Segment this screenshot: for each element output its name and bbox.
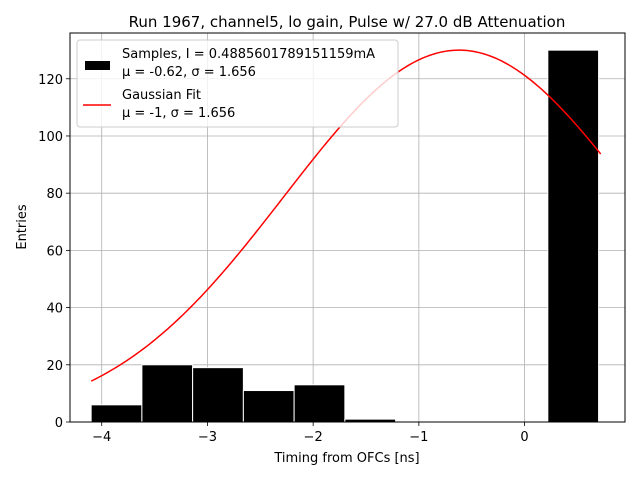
x-tick-label: 0 [520, 430, 528, 445]
legend-box [76, 39, 399, 128]
y-tick-label: 120 [38, 73, 63, 88]
histogram-bars [90, 49, 600, 423]
y-tick-label: 80 [46, 187, 63, 202]
histogram-bar [242, 390, 295, 423]
histogram-bar [90, 404, 143, 423]
y-tick-label: 100 [38, 130, 63, 145]
x-tick-label: −4 [92, 430, 111, 445]
histogram-bar [547, 49, 600, 423]
x-axis-label: Timing from OFCs [ns] [273, 451, 419, 466]
y-tick-label: 0 [55, 416, 63, 431]
legend-fit-label: Gaussian Fit [122, 88, 201, 103]
legend-samples-label: Samples, I = 0.4885601789151159mA [122, 47, 375, 62]
axes-frame [69, 32, 626, 423]
legend-fit-stats: μ = -1, σ = 1.656 [122, 106, 235, 121]
histogram-bar [293, 384, 346, 423]
y-tick-label: 40 [46, 302, 63, 317]
y-axis-ticks: 0 20 40 60 80 100 120 [38, 73, 70, 431]
x-axis-ticks: −4 −3 −2 −1 0 [92, 422, 529, 445]
x-tick-label: −2 [304, 430, 323, 445]
x-tick-label: −1 [409, 430, 428, 445]
legend: Samples, I = 0.4885601789151159mA μ = -0… [76, 39, 399, 128]
histogram-bar [141, 364, 194, 423]
y-axis-label: Entries [15, 204, 30, 250]
y-tick-label: 60 [46, 244, 63, 259]
histogram-bar [192, 367, 244, 423]
y-tick-label: 20 [46, 359, 63, 374]
chart-title: Run 1967, channel5, lo gain, Pulse w/ 27… [129, 13, 566, 31]
x-tick-label: −3 [198, 430, 217, 445]
legend-samples-stats: μ = -0.62, σ = 1.656 [122, 65, 256, 80]
legend-samples-swatch [85, 61, 110, 70]
